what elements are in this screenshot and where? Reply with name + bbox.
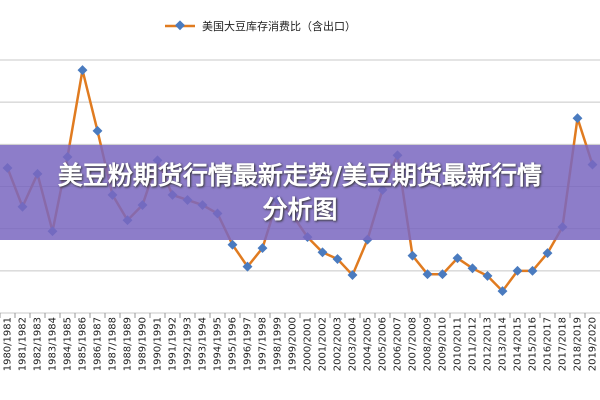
x-tick-label: 1996/1997: [243, 317, 254, 371]
point: [77, 65, 88, 76]
legend-label: 美国大豆库存消费比（含出口）: [202, 19, 356, 33]
point: [542, 248, 553, 259]
x-tick-label: 2018/2019: [573, 317, 584, 371]
x-tick-label: 2003/2004: [348, 317, 359, 371]
x-tick-label: 1987/1988: [108, 317, 119, 371]
x-tick-label: 1982/1983: [33, 317, 44, 371]
x-tick-label: 2019/2020: [588, 317, 599, 371]
point: [227, 239, 238, 250]
x-tick-label: 1999/2000: [288, 317, 299, 371]
banner-text: 美豆粉期货行情最新走势/美豆期货最新行情分析图: [57, 160, 543, 224]
x-tick-label: 1994/1995: [213, 317, 224, 371]
x-tick-label: 2000/2001: [303, 317, 314, 371]
x-tick-label: 1998/1999: [273, 317, 284, 371]
x-tick-label: 2006/2007: [393, 317, 404, 371]
point: [437, 269, 448, 280]
x-tick-label: 1990/1991: [153, 317, 164, 371]
x-tick-label: 2016/2017: [543, 317, 554, 371]
x-tick-label: 1989/1990: [138, 317, 149, 371]
x-tick-label: 2008/2009: [423, 317, 434, 371]
point: [257, 243, 268, 254]
x-tick-label: 2005/2006: [378, 317, 389, 371]
point: [347, 270, 358, 280]
x-tick-label: 1992/1993: [183, 317, 194, 371]
x-tick-label: 1981/1982: [18, 317, 29, 371]
x-tick-label: 2015/2016: [528, 317, 539, 371]
legend-marker: [175, 20, 185, 31]
x-tick-label: 2012/2013: [483, 317, 494, 371]
x-tick-label: 1993/1994: [198, 317, 209, 371]
point: [452, 253, 463, 264]
point: [482, 270, 493, 281]
x-tick-label: 2001/2002: [318, 317, 329, 371]
x-tick-label: 2004/2005: [363, 317, 374, 371]
x-tick-label: 2009/2010: [438, 317, 449, 371]
x-tick-label: 1995/1996: [228, 317, 239, 371]
x-tick-label: 2007/2008: [408, 317, 419, 371]
x-tick-label: 2011/2012: [468, 317, 479, 371]
x-tick-label: 1988/1989: [123, 317, 134, 371]
x-tick-label: 1980/1981: [3, 317, 14, 371]
x-tick-label: 1984/1985: [63, 317, 74, 371]
x-tick-label: 1991/1992: [168, 317, 179, 371]
x-tick-label: 1986/1987: [93, 317, 104, 371]
point: [317, 247, 328, 258]
point: [512, 265, 523, 276]
point: [497, 286, 508, 297]
point: [242, 261, 253, 272]
point: [572, 113, 583, 124]
x-tick-label: 2002/2003: [333, 317, 344, 371]
point: [422, 269, 433, 280]
banner: 美豆粉期货行情最新走势/美豆期货最新行情分析图: [0, 145, 600, 240]
x-tick-label: 1983/1984: [48, 317, 59, 371]
point: [92, 125, 103, 136]
x-tick-label: 1997/1998: [258, 317, 269, 371]
x-tick-label: 2017/2018: [558, 317, 569, 371]
x-tick-label: 2010/2011: [453, 317, 464, 371]
x-tick-label: 2014/2015: [513, 317, 524, 371]
point: [527, 265, 538, 276]
point: [467, 263, 478, 274]
x-tick-label: 1985/1986: [78, 317, 89, 371]
x-tick-label: 2013/2014: [498, 317, 509, 371]
